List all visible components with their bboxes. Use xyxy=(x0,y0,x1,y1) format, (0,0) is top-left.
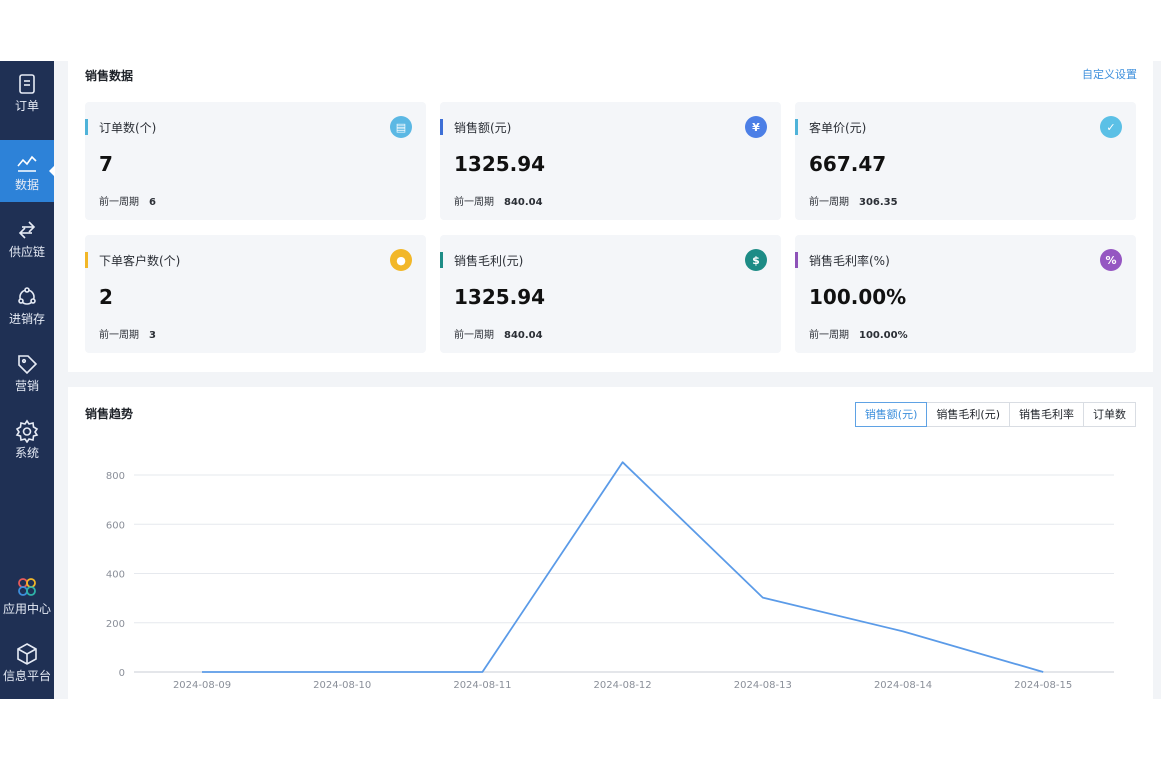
previous-period: 前一周期 6 xyxy=(99,193,156,208)
tab-gross-profit[interactable]: 销售毛利(元) xyxy=(926,402,1010,427)
card-accent-bar xyxy=(795,252,798,268)
sidebar-item-label: 信息平台 xyxy=(2,668,51,683)
check-icon: ✓ xyxy=(1100,116,1122,138)
metric-card-order-count: 订单数(个) ▤ 7 前一周期 6 xyxy=(85,102,426,220)
x-tick-label: 2024-08-13 xyxy=(734,680,792,691)
card-accent-bar xyxy=(795,119,798,135)
order-icon xyxy=(19,73,35,94)
card-accent-bar xyxy=(440,119,443,135)
metric-card-sales-amount: 销售额(元) ¥1325.94 前一周期 840.04 xyxy=(440,102,781,220)
y-tick-label: 400 xyxy=(106,570,125,581)
gear-icon xyxy=(15,419,39,443)
sales-data-panel: 销售数据 自定义设置 订单数(个) ▤ 7 前一周期 6 销售额(元) ¥1325.94 前一… xyxy=(68,61,1153,372)
custom-settings-link[interactable]: 自定义设置 xyxy=(1082,68,1137,81)
x-tick-label: 2024-08-14 xyxy=(874,680,932,691)
previous-period-value: 100.00% xyxy=(859,330,908,341)
metric-label: 销售毛利率(%) xyxy=(809,254,890,268)
sidebar-item-supply-chain[interactable]: 供应链 xyxy=(0,207,54,269)
previous-period-label: 前一周期 xyxy=(99,330,139,341)
tag-icon xyxy=(18,354,38,374)
metric-value: 1325.94 xyxy=(454,285,546,309)
metric-value: 100.00% xyxy=(809,285,907,309)
sidebar-item-data[interactable]: 数据 xyxy=(0,140,55,202)
sidebar-item-label: 营销 xyxy=(14,378,39,393)
user-icon: ● xyxy=(390,249,412,271)
sidebar-item-info-platform[interactable]: 信息平台 xyxy=(0,631,54,693)
previous-period-label: 前一周期 xyxy=(454,330,494,341)
x-tick-label: 2024-08-15 xyxy=(1014,680,1072,691)
previous-period-value: 306.35 xyxy=(859,197,898,208)
trend-section-title: 销售趋势 xyxy=(85,407,134,421)
sidebar-item-inventory[interactable]: 进销存 xyxy=(0,274,54,336)
metric-label: 下单客户数(个) xyxy=(99,254,181,268)
previous-period: 前一周期 840.04 xyxy=(454,193,543,208)
active-caret xyxy=(49,165,55,177)
y-tick-label: 200 xyxy=(106,619,125,630)
previous-period-value: 3 xyxy=(149,330,156,341)
x-tick-label: 2024-08-09 xyxy=(173,680,231,691)
metric-card-gross-margin: 销售毛利率(%)% 100.00% 前一周期 100.00% xyxy=(795,235,1136,353)
metric-value: 7 xyxy=(99,152,113,176)
percent-icon: % xyxy=(1100,249,1122,271)
y-tick-label: 600 xyxy=(106,520,125,531)
metric-label: 订单数(个) xyxy=(99,121,157,135)
y-tick-label: 800 xyxy=(106,471,125,482)
sidebar-item-label: 进销存 xyxy=(8,311,45,326)
card-accent-bar xyxy=(440,252,443,268)
metric-value: 2 xyxy=(99,285,113,309)
sales-section-title: 销售数据 xyxy=(85,69,134,83)
sidebar-item-label: 供应链 xyxy=(8,244,45,259)
metric-card-gross-profit: 销售毛利(元) $1325.94 前一周期 840.04 xyxy=(440,235,781,353)
sidebar-item-label: 数据 xyxy=(14,177,39,192)
metric-label: 客单价(元) xyxy=(809,121,867,135)
app-frame: 订单 数据 供应链 进销存 营销 xyxy=(0,61,1161,699)
previous-period: 前一周期 3 xyxy=(99,326,156,341)
x-tick-label: 2024-08-12 xyxy=(594,680,652,691)
metric-value: 1325.94 xyxy=(454,152,546,176)
previous-period: 前一周期 100.00% xyxy=(809,326,908,341)
card-accent-bar xyxy=(85,252,88,268)
previous-period-label: 前一周期 xyxy=(99,197,139,208)
trend-metric-tabs: 销售额(元) 销售毛利(元) 销售毛利率 订单数 xyxy=(854,402,1136,427)
y-tick-label: 0 xyxy=(119,668,125,679)
metric-card-customer-count: 下单客户数(个) ● 2 前一周期 3 xyxy=(85,235,426,353)
previous-period: 前一周期 840.04 xyxy=(454,326,543,341)
previous-period-label: 前一周期 xyxy=(454,197,494,208)
previous-period: 前一周期 306.35 xyxy=(809,193,898,208)
inventory-cycle-icon xyxy=(18,286,36,305)
metric-value: 667.47 xyxy=(809,152,887,176)
sidebar-item-marketing[interactable]: 营销 xyxy=(0,341,54,403)
yuan-icon: ¥ xyxy=(745,116,767,138)
metric-label: 销售毛利(元) xyxy=(454,254,524,268)
chart-line-icon xyxy=(17,155,37,172)
tab-sales-amount[interactable]: 销售额(元) xyxy=(854,402,928,427)
sidebar-item-label: 应用中心 xyxy=(2,601,51,616)
cube-icon xyxy=(17,642,37,665)
x-tick-label: 2024-08-11 xyxy=(453,680,511,691)
metric-label: 销售额(元) xyxy=(454,121,512,135)
series-line xyxy=(202,461,1044,673)
tab-order-count[interactable]: 订单数 xyxy=(1083,402,1136,427)
sidebar-item-system[interactable]: 系统 xyxy=(0,408,54,470)
sidebar: 订单 数据 供应链 进销存 营销 xyxy=(0,61,55,699)
app-center-icon xyxy=(18,577,36,596)
previous-period-value: 840.04 xyxy=(504,197,543,208)
sidebar-item-label: 系统 xyxy=(14,445,39,460)
metric-card-avg-order-value: 客单价(元) ✓ 667.47 前一周期 306.35 xyxy=(795,102,1136,220)
x-tick-label: 2024-08-10 xyxy=(313,680,371,691)
exchange-icon xyxy=(18,220,36,239)
sidebar-item-orders[interactable]: 订单 xyxy=(0,61,54,123)
previous-period-label: 前一周期 xyxy=(809,197,849,208)
sidebar-item-label: 订单 xyxy=(14,98,39,113)
card-accent-bar xyxy=(85,119,88,135)
document-icon: ▤ xyxy=(390,116,412,138)
sales-trend-panel: 销售趋势 销售额(元) 销售毛利(元) 销售毛利率 订单数 0 200 400 600… xyxy=(68,387,1153,699)
previous-period-value: 6 xyxy=(149,197,156,208)
money-bag-icon: $ xyxy=(745,249,767,271)
previous-period-label: 前一周期 xyxy=(809,330,849,341)
sales-trend-chart: 0 200 400 600 800 2024-08-09 2024-08-10 2024-08… xyxy=(106,461,1114,691)
previous-period-value: 840.04 xyxy=(504,330,543,341)
sidebar-item-app-center[interactable]: 应用中心 xyxy=(0,564,54,626)
